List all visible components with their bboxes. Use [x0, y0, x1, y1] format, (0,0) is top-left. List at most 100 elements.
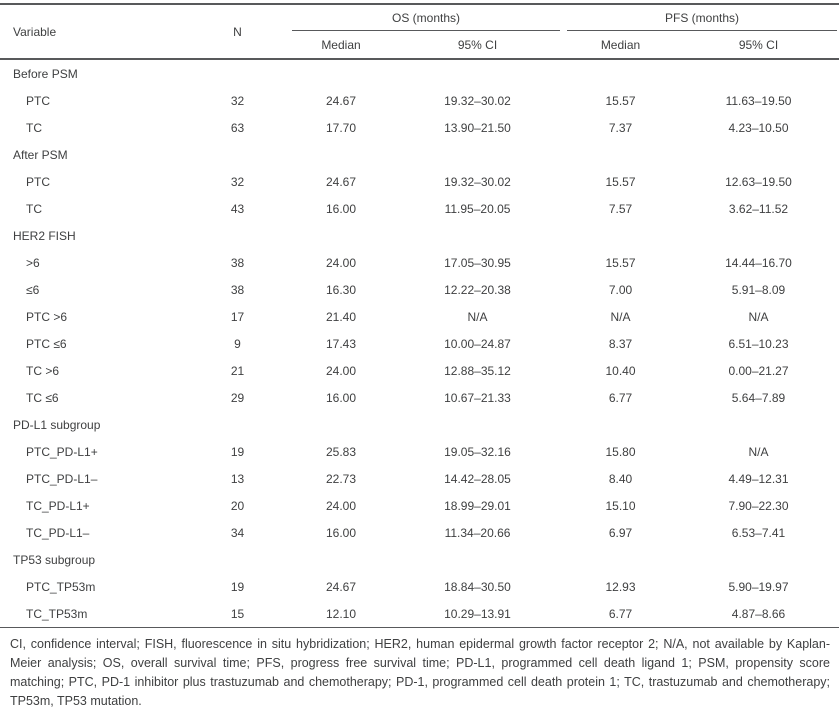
row-pfs-ci: 7.90–22.30 — [728, 498, 789, 513]
row-os-median: 16.00 — [325, 201, 357, 216]
table-row: PTC_PD-L1+ 19 25.83 19.05–32.16 15.80 N/… — [0, 438, 839, 465]
row-pfs-ci: 6.51–10.23 — [728, 336, 789, 351]
row-label: TC_PD-L1– — [26, 525, 90, 540]
table-row: PTC_TP53m 19 24.67 18.84–30.50 12.93 5.9… — [0, 573, 839, 600]
row-pfs-ci: 14.44–16.70 — [725, 255, 792, 270]
row-os-median: 24.00 — [325, 255, 357, 270]
table-row: TC_PD-L1+ 20 24.00 18.99–29.01 15.10 7.9… — [0, 492, 839, 519]
row-n: 13 — [230, 471, 245, 486]
row-os-median: 17.70 — [325, 120, 357, 135]
row-pfs-median: 7.00 — [608, 282, 633, 297]
row-n: 34 — [230, 525, 245, 540]
row-pfs-median: 15.57 — [605, 174, 636, 189]
pfs-group-header: PFS (months) — [567, 5, 837, 31]
row-pfs-median: 7.57 — [608, 201, 633, 216]
row-pfs-ci: 3.62–11.52 — [728, 201, 789, 216]
row-os-median: 22.73 — [325, 471, 357, 486]
table-row: TC 63 17.70 13.90–21.50 7.37 4.23–10.50 — [0, 114, 839, 141]
row-label: After PSM — [13, 147, 68, 162]
row-pfs-median: 15.80 — [605, 444, 636, 459]
os-ci-header: 95% CI — [457, 37, 498, 52]
row-pfs-ci: 6.53–7.41 — [731, 525, 786, 540]
row-pfs-ci: 5.64–7.89 — [731, 390, 786, 405]
row-pfs-ci: 12.63–19.50 — [725, 174, 792, 189]
row-label: Before PSM — [13, 66, 78, 81]
table-row: TP53 subgroup — [0, 546, 839, 573]
row-pfs-median: 8.40 — [608, 471, 633, 486]
row-os-ci: 11.34–20.66 — [444, 525, 511, 540]
row-os-ci: 19.32–30.02 — [444, 174, 511, 189]
pfs-ci-header: 95% CI — [738, 37, 779, 52]
row-os-median: 24.67 — [325, 579, 357, 594]
row-os-ci: 11.95–20.05 — [444, 201, 511, 216]
row-pfs-ci: 5.91–8.09 — [731, 282, 786, 297]
row-os-ci: 19.05–32.16 — [444, 444, 511, 459]
row-pfs-median: 12.93 — [605, 579, 636, 594]
row-label: TC >6 — [26, 363, 60, 378]
table-row: PD-L1 subgroup — [0, 411, 839, 438]
row-label: PTC ≤6 — [26, 336, 67, 351]
row-pfs-ci: 5.90–19.97 — [728, 579, 789, 594]
row-label: TC_PD-L1+ — [26, 498, 90, 513]
table-header: Variable N OS (months) PFS (months) Medi… — [0, 3, 839, 60]
row-os-ci: 18.84–30.50 — [444, 579, 511, 594]
row-os-ci: 10.29–13.91 — [444, 606, 511, 621]
col-n-header: N — [233, 24, 242, 39]
pfs-median-header: Median — [600, 37, 641, 52]
row-os-ci: 12.88–35.12 — [444, 363, 511, 378]
row-n: 19 — [230, 444, 245, 459]
footnote: CI, confidence interval; FISH, fluoresce… — [0, 627, 839, 711]
table-row: >6 38 24.00 17.05–30.95 15.57 14.44–16.7… — [0, 249, 839, 276]
row-label: PTC_PD-L1– — [26, 471, 98, 486]
table-row: TC >6 21 24.00 12.88–35.12 10.40 0.00–21… — [0, 357, 839, 384]
row-pfs-median: 15.57 — [605, 93, 636, 108]
row-n: 43 — [230, 201, 245, 216]
row-os-median: 24.67 — [325, 174, 357, 189]
row-os-median: 16.00 — [325, 525, 357, 540]
row-label: TC_TP53m — [26, 606, 88, 621]
row-pfs-median: 8.37 — [608, 336, 633, 351]
row-os-ci: 17.05–30.95 — [444, 255, 511, 270]
table-row: ≤6 38 16.30 12.22–20.38 7.00 5.91–8.09 — [0, 276, 839, 303]
row-n: 32 — [230, 174, 245, 189]
row-label: >6 — [26, 255, 40, 270]
table-row: PTC_PD-L1– 13 22.73 14.42–28.05 8.40 4.4… — [0, 465, 839, 492]
row-n: 17 — [230, 309, 245, 324]
row-pfs-median: 15.57 — [605, 255, 636, 270]
row-os-median: 24.00 — [325, 498, 357, 513]
row-pfs-ci: 4.49–12.31 — [728, 471, 789, 486]
table-row: TC_TP53m 15 12.10 10.29–13.91 6.77 4.87–… — [0, 600, 839, 627]
row-label: ≤6 — [26, 282, 40, 297]
row-os-median: 21.40 — [325, 309, 357, 324]
row-label: PD-L1 subgroup — [13, 417, 101, 432]
row-pfs-ci: 0.00–21.27 — [728, 363, 789, 378]
row-n: 63 — [230, 120, 245, 135]
row-label: PTC — [26, 174, 50, 189]
row-n: 32 — [230, 93, 245, 108]
os-group-header: OS (months) — [292, 5, 560, 31]
row-os-median: 16.00 — [325, 390, 357, 405]
row-os-ci: N/A — [467, 309, 488, 324]
row-os-ci: 10.67–21.33 — [444, 390, 511, 405]
row-pfs-median: N/A — [610, 309, 631, 324]
row-n: 38 — [230, 282, 245, 297]
table-body: Before PSM PTC 32 24.67 19.32–30.02 15.5… — [0, 60, 839, 627]
row-n: 20 — [230, 498, 245, 513]
table-row: HER2 FISH — [0, 222, 839, 249]
row-pfs-median: 6.77 — [608, 390, 633, 405]
row-label: PTC_TP53m — [26, 579, 96, 594]
table-row: After PSM — [0, 141, 839, 168]
table-row: TC ≤6 29 16.00 10.67–21.33 6.77 5.64–7.8… — [0, 384, 839, 411]
row-pfs-median: 15.10 — [605, 498, 636, 513]
row-n: 38 — [230, 255, 245, 270]
os-median-header: Median — [321, 37, 361, 52]
row-os-median: 16.30 — [325, 282, 357, 297]
row-pfs-ci: 11.63–19.50 — [725, 93, 792, 108]
row-pfs-median: 7.37 — [608, 120, 633, 135]
table-row: TC 43 16.00 11.95–20.05 7.57 3.62–11.52 — [0, 195, 839, 222]
row-n: 29 — [230, 390, 245, 405]
row-label: TC — [26, 201, 42, 216]
row-n: 21 — [230, 363, 245, 378]
row-os-ci: 12.22–20.38 — [444, 282, 511, 297]
